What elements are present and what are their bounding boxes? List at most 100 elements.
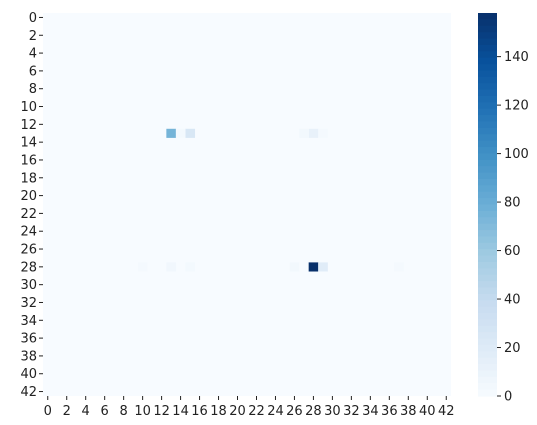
x-tick-label: 10	[134, 404, 151, 419]
colorbar-segment	[478, 198, 497, 206]
y-tick-label: 32	[20, 296, 37, 311]
y-tick-label: 8	[29, 82, 37, 97]
x-tick-label: 36	[381, 404, 398, 419]
colorbar-segment	[478, 287, 497, 295]
colorbar-segment	[478, 236, 497, 244]
x-tick-label: 16	[191, 404, 208, 419]
colorbar-segment	[478, 223, 497, 231]
y-tick-label: 10	[20, 100, 37, 115]
colorbar-segment	[478, 357, 497, 365]
heatmap-cell	[318, 262, 328, 272]
colorbar-segment	[478, 370, 497, 378]
colorbar-segment	[478, 274, 497, 282]
y-tick-label: 34	[20, 314, 37, 329]
y-tick-label: 6	[29, 64, 37, 79]
y-tick-label: 24	[20, 225, 37, 240]
colorbar-segment	[478, 134, 497, 142]
x-tick-label: 22	[248, 404, 265, 419]
colorbar-segment	[478, 344, 497, 352]
colorbar-segment	[478, 178, 497, 186]
colorbar-segment	[478, 57, 497, 65]
colorbar: 0 20 40 60 80 100 120 140	[478, 13, 529, 405]
colorbar-segment	[478, 325, 497, 333]
y-tick-label: 36	[20, 332, 37, 347]
colorbar-segment	[478, 89, 497, 97]
x-axis: 0 2 4 6 8 10 12 14 16 18 20 22 24 26 28 30 32 34 36 38 40 42	[44, 396, 455, 419]
heatmap-background	[43, 13, 451, 396]
y-tick-label: 26	[20, 243, 37, 258]
x-tick-label: 38	[400, 404, 417, 419]
colorbar-segment	[478, 76, 497, 84]
colorbar-tick-label: 80	[504, 196, 521, 211]
colorbar-segment	[478, 153, 497, 161]
x-tick-label: 20	[229, 404, 246, 419]
colorbar-segment	[478, 230, 497, 238]
heatmap-cell	[137, 262, 148, 272]
colorbar-segment	[478, 319, 497, 327]
y-tick-label: 38	[20, 349, 37, 364]
colorbar-segment	[478, 140, 497, 148]
x-tick-label: 14	[172, 404, 189, 419]
colorbar-segment	[478, 115, 497, 123]
y-tick-label: 20	[20, 189, 37, 204]
colorbar-segment	[478, 306, 497, 314]
colorbar-segment	[478, 383, 497, 391]
colorbar-segment	[478, 108, 497, 116]
x-tick-label: 4	[82, 404, 90, 419]
heatmap-cells	[43, 13, 451, 396]
y-tick-label: 12	[20, 118, 37, 133]
colorbar-segment	[478, 300, 497, 308]
colorbar-segment	[478, 95, 497, 103]
y-tick-label: 18	[20, 171, 37, 186]
colorbar-segment	[478, 102, 497, 110]
colorbar-tick-label: 40	[504, 293, 521, 308]
y-tick-label: 2	[29, 29, 37, 44]
heatmap-cell	[185, 262, 196, 272]
colorbar-segment	[478, 172, 497, 180]
colorbar-segment	[478, 64, 497, 72]
colorbar-tick-label: 60	[504, 244, 521, 259]
colorbar-segment	[478, 19, 497, 27]
colorbar-segment	[478, 313, 497, 320]
colorbar-segment	[478, 332, 497, 340]
x-tick-label: 26	[286, 404, 303, 419]
colorbar-segment	[478, 127, 497, 135]
colorbar-segment	[478, 147, 497, 155]
x-tick-label: 32	[343, 404, 360, 419]
colorbar-segment	[478, 204, 497, 212]
y-tick-label: 30	[20, 278, 37, 293]
y-tick-label: 28	[20, 260, 37, 275]
y-tick-label: 14	[20, 136, 37, 151]
x-tick-label: 6	[101, 404, 109, 419]
heatmap-cell	[394, 262, 404, 272]
colorbar-segment	[478, 217, 497, 225]
heatmap-cell	[166, 128, 177, 138]
colorbar-tick-label: 140	[504, 50, 529, 65]
colorbar-segment	[478, 70, 497, 78]
colorbar-segment	[478, 32, 497, 40]
x-tick-label: 40	[419, 404, 436, 419]
colorbar-segment	[478, 351, 497, 359]
y-tick-label: 22	[20, 207, 37, 222]
colorbar-segment	[478, 210, 497, 218]
heatmap-cell	[318, 128, 328, 138]
colorbar-segment	[478, 83, 497, 91]
x-tick-label: 42	[438, 404, 455, 419]
colorbar-segment	[478, 38, 497, 46]
colorbar-tick-label: 120	[504, 99, 529, 114]
colorbar-segment	[478, 376, 497, 384]
colorbar-segment	[478, 389, 497, 397]
colorbar-segment	[478, 51, 497, 59]
heatmap-cell	[185, 128, 196, 138]
x-tick-label: 2	[63, 404, 71, 419]
y-tick-label: 40	[20, 367, 37, 382]
colorbar-segment	[478, 364, 497, 372]
colorbar-tick-label: 20	[504, 341, 521, 356]
colorbar-segment	[478, 281, 497, 289]
colorbar-segment	[478, 44, 497, 52]
colorbar-segment	[478, 261, 497, 269]
heatmap-cell	[308, 262, 319, 272]
colorbar-segment	[478, 185, 497, 193]
heatmap-cell	[289, 262, 300, 272]
heatmap-cell	[166, 262, 177, 272]
